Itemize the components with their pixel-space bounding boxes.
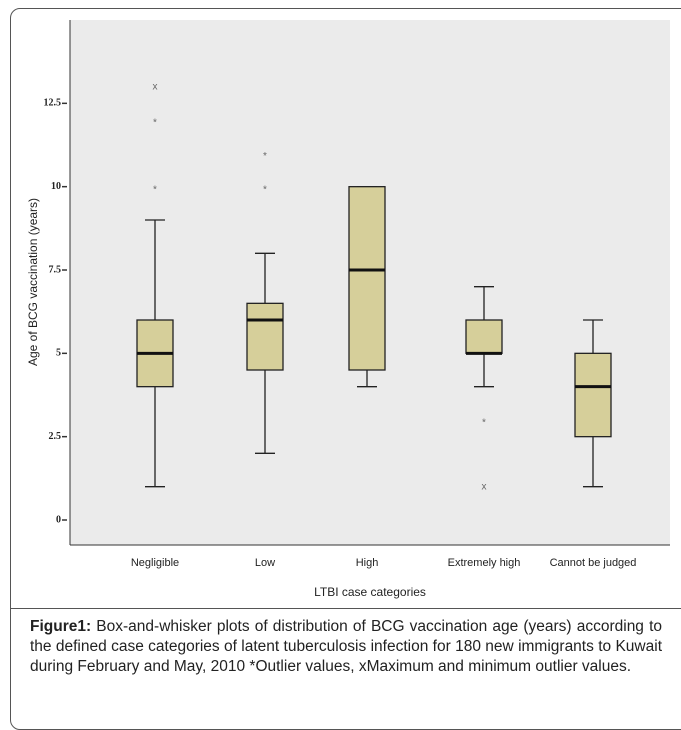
outlier: * [153, 184, 157, 195]
outlier: * [153, 118, 157, 129]
box [465, 319, 503, 354]
outlier: x [482, 481, 487, 492]
y-tick-label: 12.5 [44, 98, 62, 109]
caption: Figure1: Box-and-whisker plots of distri… [30, 617, 662, 677]
y-tick-label: 2.5 [49, 431, 62, 442]
y-axis-label: Age of BCG vaccination (years) [26, 198, 40, 366]
outlier: x [153, 81, 158, 92]
x-tick-label: Cannot be judged [550, 557, 637, 569]
box [246, 302, 284, 371]
x-tick-label: High [356, 557, 379, 569]
x-tick-label: Low [255, 557, 275, 569]
x-tick-label: Extremely high [448, 557, 521, 569]
caption-label: Figure1: [30, 618, 92, 635]
page: Age of BCG vaccination (years) LTBI case… [10, 8, 681, 730]
y-tick-label: 0 [56, 514, 61, 525]
x-axis-label: LTBI case categories [314, 585, 426, 599]
y-tick-label: 10 [51, 181, 61, 192]
y-tick-label: 7.5 [49, 264, 62, 275]
box [574, 352, 612, 438]
caption-text: Box-and-whisker plots of distribution of… [30, 618, 662, 675]
outlier: * [263, 151, 267, 162]
chart: Age of BCG vaccination (years) LTBI case… [26, 20, 670, 599]
y-tick-label: 5 [56, 348, 61, 359]
x-tick-label: Negligible [131, 557, 179, 569]
outlier: * [263, 184, 267, 195]
outlier: * [482, 418, 486, 429]
caption-separator [10, 608, 681, 609]
box [348, 186, 386, 371]
